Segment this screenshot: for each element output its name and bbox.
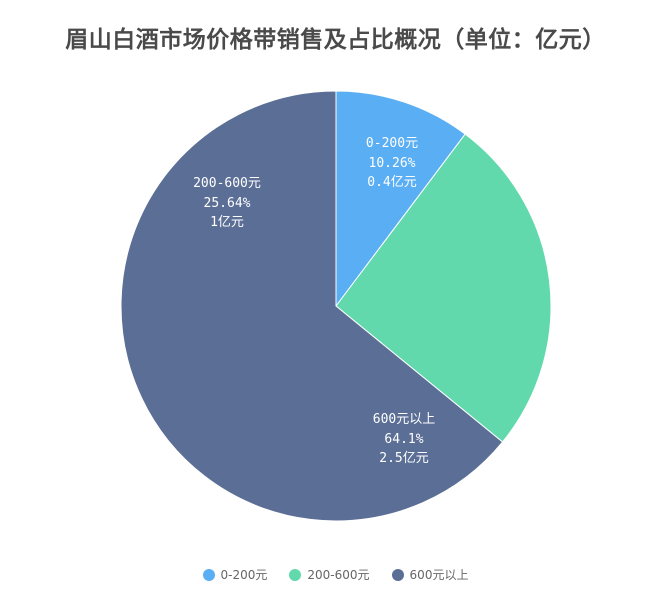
legend-item-600-plus[interactable]: 600元以上 — [391, 566, 469, 583]
slice-label-600-plus: 600元以上 64.1% 2.5亿元 — [373, 410, 435, 469]
legend-item-0-200[interactable]: 0-200元 — [202, 566, 268, 583]
slice-value: 1亿元 — [210, 215, 244, 230]
legend-label: 600元以上 — [409, 568, 469, 582]
slice-label-200-600: 200-600元 25.64% 1亿元 — [193, 174, 261, 233]
legend-label: 0-200元 — [220, 568, 268, 582]
slice-name: 200-600元 — [193, 176, 261, 191]
chart-title: 眉山白酒市场价格带销售及占比概况（单位：亿元） — [65, 27, 606, 53]
slice-percent: 64.1% — [384, 431, 424, 447]
slice-name: 600元以上 — [372, 412, 436, 427]
slice-percent: 25.64% — [203, 195, 251, 211]
slice-value: 2.5亿元 — [379, 451, 429, 466]
pie-slice-1[interactable] — [335, 133, 552, 443]
slice-label-0-200: 0-200元 10.26% 0.4亿元 — [366, 134, 418, 193]
slice-value: 0.4亿元 — [367, 175, 417, 190]
legend-item-200-600[interactable]: 200-600元 — [289, 566, 370, 583]
pie-slice-2[interactable] — [120, 90, 504, 522]
legend-dot-icon — [202, 568, 215, 581]
pie-slices — [120, 90, 552, 522]
slice-percent: 10.26% — [368, 155, 416, 171]
slice-name: 0-200元 — [365, 136, 419, 151]
legend-dot-icon — [391, 568, 404, 581]
pie-slice-0[interactable] — [335, 90, 466, 308]
legend-label: 200-600元 — [307, 568, 370, 582]
chart-legend: 0-200元 200-600元 600元以上 — [0, 566, 671, 583]
legend-dot-icon — [289, 568, 302, 581]
